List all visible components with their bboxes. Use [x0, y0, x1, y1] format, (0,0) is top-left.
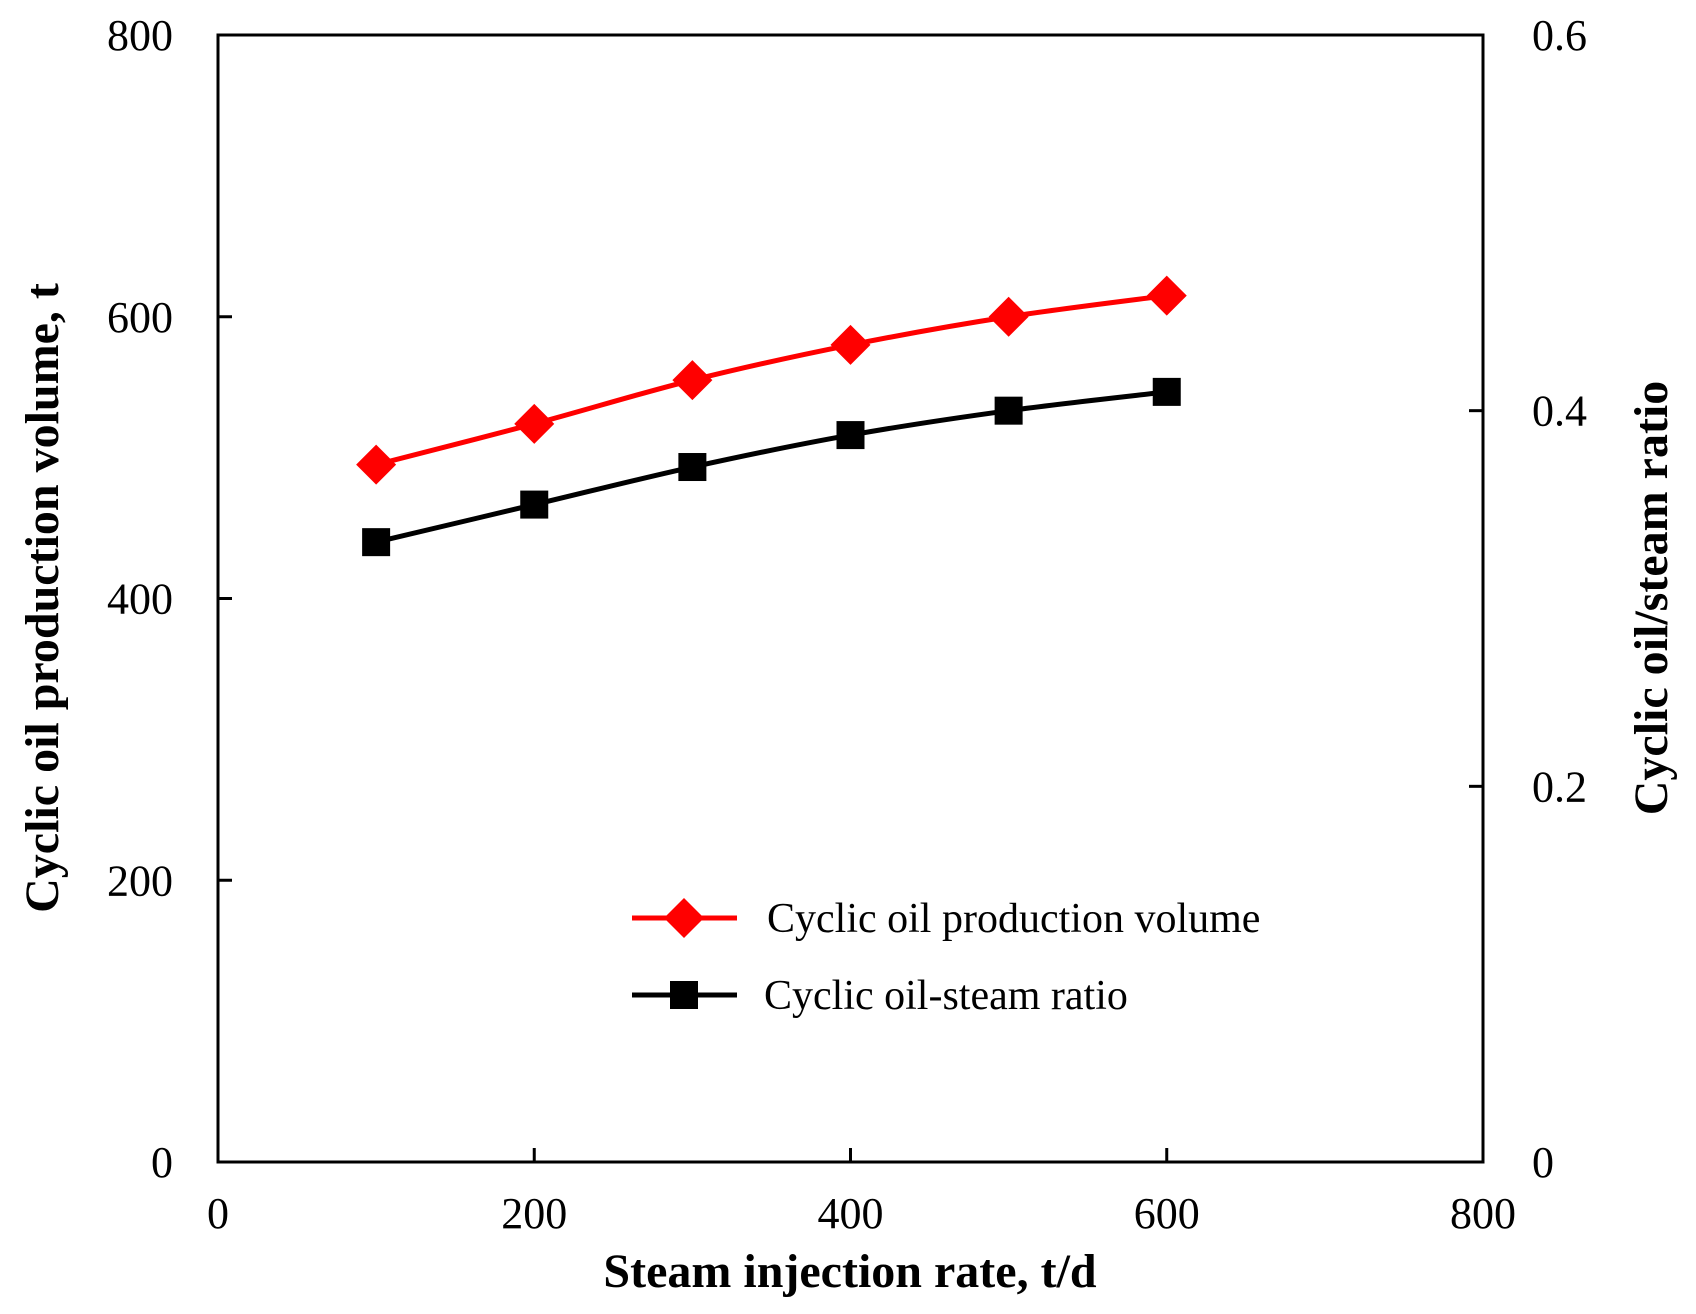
data-point-square: [1152, 377, 1181, 406]
x-tick-label: 0: [207, 1189, 229, 1238]
left-y-tick-label: 600: [107, 293, 173, 342]
series-layer: [356, 275, 1187, 557]
right-y-axis-title: Cyclic oil/steam ratio: [1625, 381, 1678, 816]
right-y-tick-label: 0: [1532, 1138, 1554, 1187]
series-line-0: [375, 293, 1168, 468]
right-y-tick-label: 0.6: [1532, 11, 1587, 60]
x-axis-title: Steam injection rate, t/d: [603, 1245, 1097, 1298]
data-point-square: [678, 453, 707, 482]
data-point-diamond: [356, 444, 397, 485]
series-line-1: [375, 389, 1168, 545]
left-y-axis-ticks: 0 200 400 600 800: [107, 11, 232, 1187]
x-tick-label: 400: [818, 1189, 884, 1238]
right-y-tick-label: 0.2: [1532, 762, 1587, 811]
legend-marker-square: [670, 981, 698, 1009]
right-y-tick-label: 0.4: [1532, 387, 1587, 436]
left-y-tick-label: 400: [107, 575, 173, 624]
right-y-axis-ticks: 0 0.2 0.4 0.6: [1469, 11, 1587, 1187]
x-axis-ticks: 0 200 400 600 800: [207, 1148, 1516, 1238]
left-y-tick-label: 0: [151, 1138, 173, 1187]
x-tick-label: 200: [501, 1189, 567, 1238]
legend: Cyclic oil production volume Cyclic oil-…: [632, 896, 1260, 1019]
data-point-square: [994, 396, 1023, 425]
data-point-square: [520, 490, 549, 519]
data-point-diamond: [672, 360, 713, 401]
data-point-square: [362, 528, 391, 557]
x-tick-label: 600: [1134, 1189, 1200, 1238]
data-point-diamond: [988, 296, 1029, 337]
legend-marker-diamond: [664, 898, 704, 938]
left-y-tick-label: 800: [107, 11, 173, 60]
data-point-diamond: [1146, 275, 1187, 316]
data-point-square: [836, 421, 865, 450]
data-point-diamond: [514, 403, 555, 444]
legend-label-oil-steam-ratio: Cyclic oil-steam ratio: [764, 973, 1128, 1019]
left-y-tick-label: 200: [107, 856, 173, 905]
legend-label-oil-production: Cyclic oil production volume: [767, 896, 1260, 942]
legend-item-oil-production: Cyclic oil production volume: [632, 896, 1260, 942]
left-y-axis-title: Cyclic oil production volume, t: [16, 283, 69, 913]
legend-item-oil-steam-ratio: Cyclic oil-steam ratio: [632, 973, 1128, 1019]
data-point-diamond: [830, 324, 871, 365]
x-tick-label: 800: [1450, 1189, 1516, 1238]
